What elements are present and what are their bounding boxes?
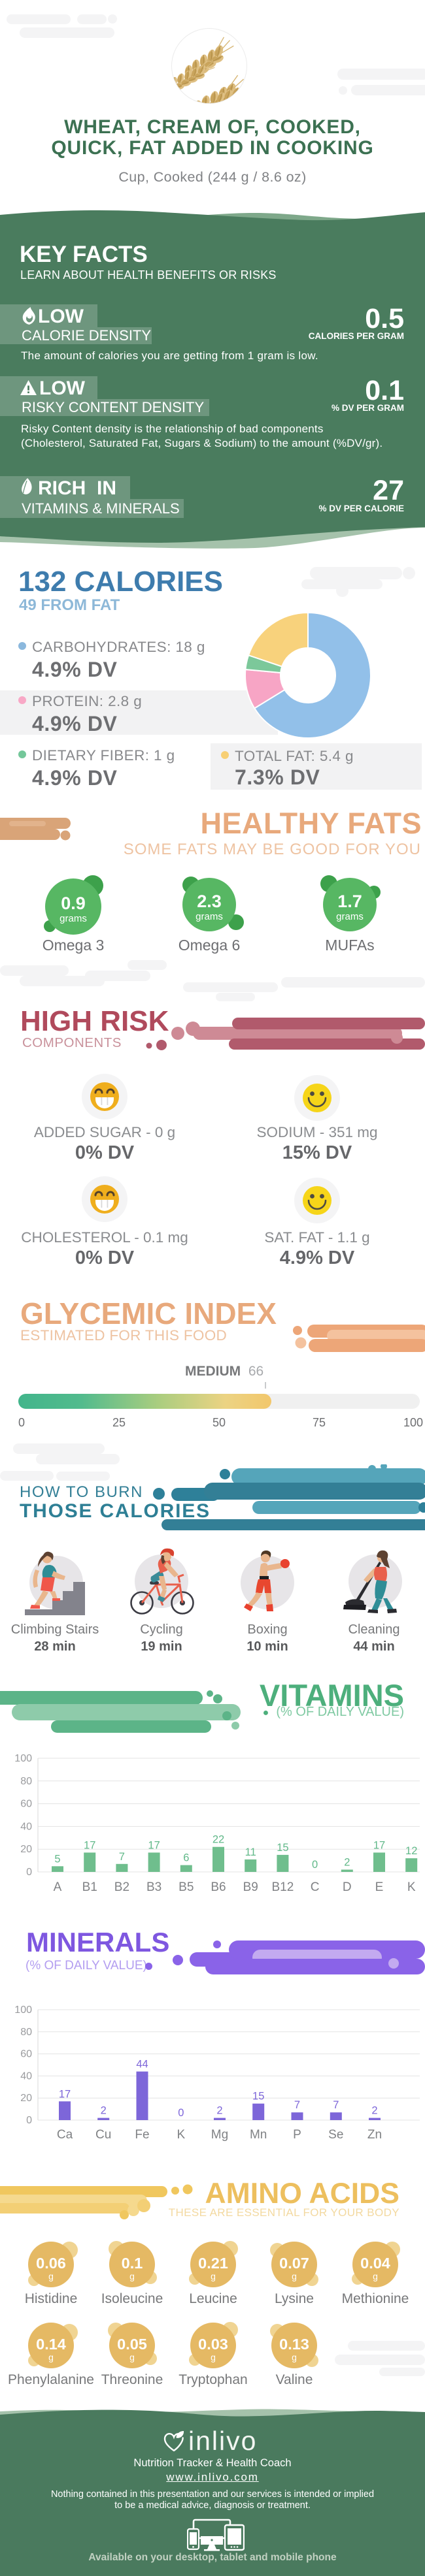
svg-text:Zn: Zn — [367, 2128, 382, 2142]
svg-text:7: 7 — [119, 1851, 125, 1863]
svg-text:22: 22 — [212, 1834, 224, 1846]
svg-text:K: K — [177, 2128, 185, 2142]
svg-text:20: 20 — [20, 2093, 32, 2104]
svg-text:5: 5 — [54, 1853, 60, 1865]
svg-text:Ca: Ca — [57, 2128, 73, 2142]
svg-text:A: A — [54, 1880, 62, 1894]
svg-text:0: 0 — [26, 2115, 32, 2126]
svg-text:C: C — [311, 1880, 320, 1894]
svg-text:P: P — [293, 2128, 301, 2142]
svg-text:100: 100 — [14, 2004, 32, 2016]
svg-text:D: D — [343, 1880, 352, 1894]
svg-text:40: 40 — [20, 1821, 32, 1832]
svg-text:Se: Se — [328, 2128, 343, 2142]
svg-text:2: 2 — [371, 2105, 377, 2117]
svg-text:40: 40 — [20, 2070, 32, 2082]
svg-text:17: 17 — [59, 2088, 71, 2100]
svg-text:100: 100 — [14, 1753, 32, 1764]
svg-text:B3: B3 — [146, 1880, 162, 1894]
svg-text:2: 2 — [344, 1857, 350, 1869]
svg-text:17: 17 — [148, 1839, 160, 1851]
svg-text:60: 60 — [20, 1799, 32, 1810]
svg-text:80: 80 — [20, 2027, 32, 2038]
svg-text:Cu: Cu — [95, 2128, 111, 2142]
svg-text:B1: B1 — [82, 1880, 97, 1894]
svg-text:7: 7 — [294, 2099, 300, 2111]
svg-text:44: 44 — [136, 2059, 148, 2070]
svg-text:80: 80 — [20, 1776, 32, 1787]
svg-text:11: 11 — [245, 1846, 256, 1858]
svg-text:B12: B12 — [271, 1880, 294, 1894]
svg-text:Mg: Mg — [211, 2128, 228, 2142]
svg-text:0: 0 — [312, 1859, 318, 1871]
svg-text:Fe: Fe — [135, 2128, 149, 2142]
svg-text:B2: B2 — [114, 1880, 129, 1894]
svg-text:7: 7 — [333, 2099, 339, 2111]
svg-text:15: 15 — [277, 1842, 288, 1854]
svg-text:2: 2 — [216, 2105, 222, 2117]
svg-text:Mn: Mn — [250, 2128, 267, 2142]
svg-text:B6: B6 — [211, 1880, 226, 1894]
svg-text:B5: B5 — [178, 1880, 194, 1894]
svg-text:0: 0 — [26, 1867, 32, 1878]
svg-text:12: 12 — [405, 1845, 417, 1857]
svg-text:20: 20 — [20, 1844, 32, 1855]
svg-text:6: 6 — [183, 1852, 189, 1864]
svg-text:17: 17 — [84, 1839, 95, 1851]
svg-text:2: 2 — [101, 2105, 107, 2117]
svg-text:60: 60 — [20, 2049, 32, 2060]
svg-text:B9: B9 — [243, 1880, 258, 1894]
svg-text:E: E — [375, 1880, 384, 1894]
svg-text:0: 0 — [178, 2107, 184, 2119]
svg-text:K: K — [407, 1880, 416, 1894]
svg-text:17: 17 — [373, 1839, 385, 1851]
svg-text:15: 15 — [252, 2091, 264, 2102]
